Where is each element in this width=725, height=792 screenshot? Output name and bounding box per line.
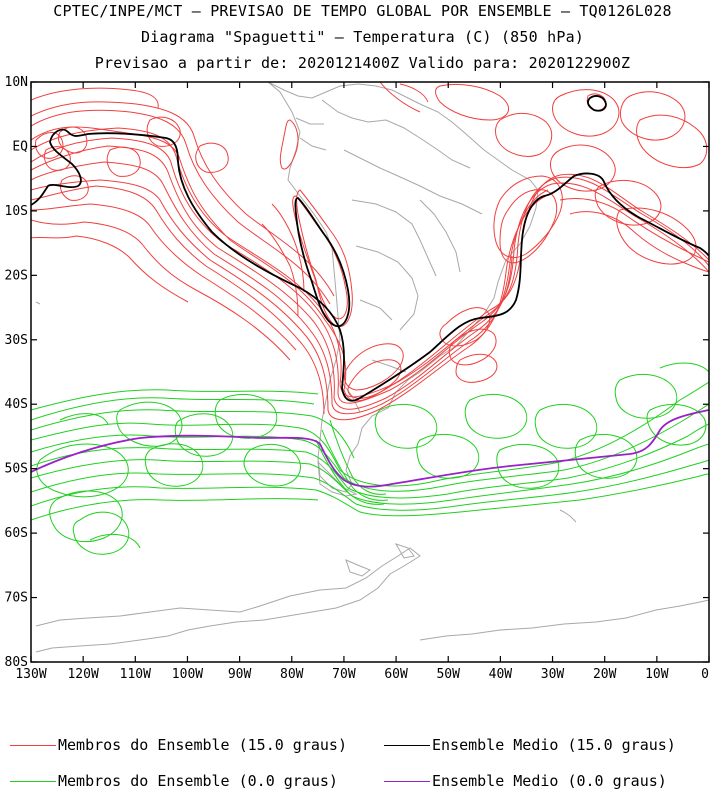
legend-swatch-black <box>384 745 430 746</box>
lon-label: 90W <box>228 667 252 682</box>
lat-label: 70S <box>5 591 28 606</box>
lon-label: 50W <box>436 667 460 682</box>
members-15c-layer <box>31 82 709 421</box>
members-0c-layer <box>31 362 709 555</box>
legend-label-members-0c: Membros do Ensemble (0.0 graus) <box>58 772 338 790</box>
title-line-1: CPTEC/INPE/MCT – PREVISAO DE TEMPO GLOBA… <box>53 2 672 20</box>
mean-0c-line <box>31 409 709 488</box>
lat-label: 30S <box>5 333 28 348</box>
legend-swatch-green <box>10 781 56 782</box>
legend-members-15c: Membros do Ensemble (15.0 graus) <box>10 736 347 754</box>
legend-swatch-purple <box>384 781 430 782</box>
lon-label: 110W <box>120 667 151 682</box>
plot-frame <box>30 81 710 663</box>
legend-label-mean-0c: Ensemble Medio (0.0 graus) <box>432 772 667 790</box>
title-line-2: Diagrama "Spaguetti" – Temperatura (C) (… <box>140 28 585 46</box>
lon-label: 100W <box>172 667 203 682</box>
lon-label: 80W <box>280 667 304 682</box>
lon-label: 20W <box>593 667 617 682</box>
lat-label: 10N <box>5 75 28 90</box>
legend-swatch-red <box>10 745 56 746</box>
legend-mean-15c: Ensemble Medio (15.0 graus) <box>384 736 676 754</box>
lat-label: EQ <box>12 139 28 154</box>
lat-label: 50S <box>5 462 28 477</box>
lon-label: 120W <box>67 667 98 682</box>
lat-label: 60S <box>5 526 28 541</box>
lat-label: 10S <box>5 204 28 219</box>
lon-label: 60W <box>384 667 408 682</box>
lon-label: 40W <box>489 667 513 682</box>
coastline-layer <box>35 82 709 653</box>
lat-label: 20S <box>5 268 28 283</box>
lon-label: 70W <box>332 667 356 682</box>
legend-label-members-15c: Membros do Ensemble (15.0 graus) <box>58 736 347 754</box>
lat-label: 40S <box>5 397 28 412</box>
mean-15c-atlantic-loop <box>587 95 607 112</box>
legend-members-0c: Membros do Ensemble (0.0 graus) <box>10 772 338 790</box>
lon-label: 10W <box>645 667 669 682</box>
title-line-3: Previsao a partir de: 2020121400Z Valido… <box>94 54 631 72</box>
legend-mean-0c: Ensemble Medio (0.0 graus) <box>384 772 667 790</box>
mean-15c-line <box>31 128 709 402</box>
lon-label: 30W <box>541 667 565 682</box>
lat-label: 80S <box>5 655 28 670</box>
axis-ticks <box>30 81 710 663</box>
legend-label-mean-15c: Ensemble Medio (15.0 graus) <box>432 736 676 754</box>
mean-15c-andes-loop <box>294 197 351 327</box>
lon-label: 0 <box>701 667 709 682</box>
lon-label: 130W <box>15 667 46 682</box>
